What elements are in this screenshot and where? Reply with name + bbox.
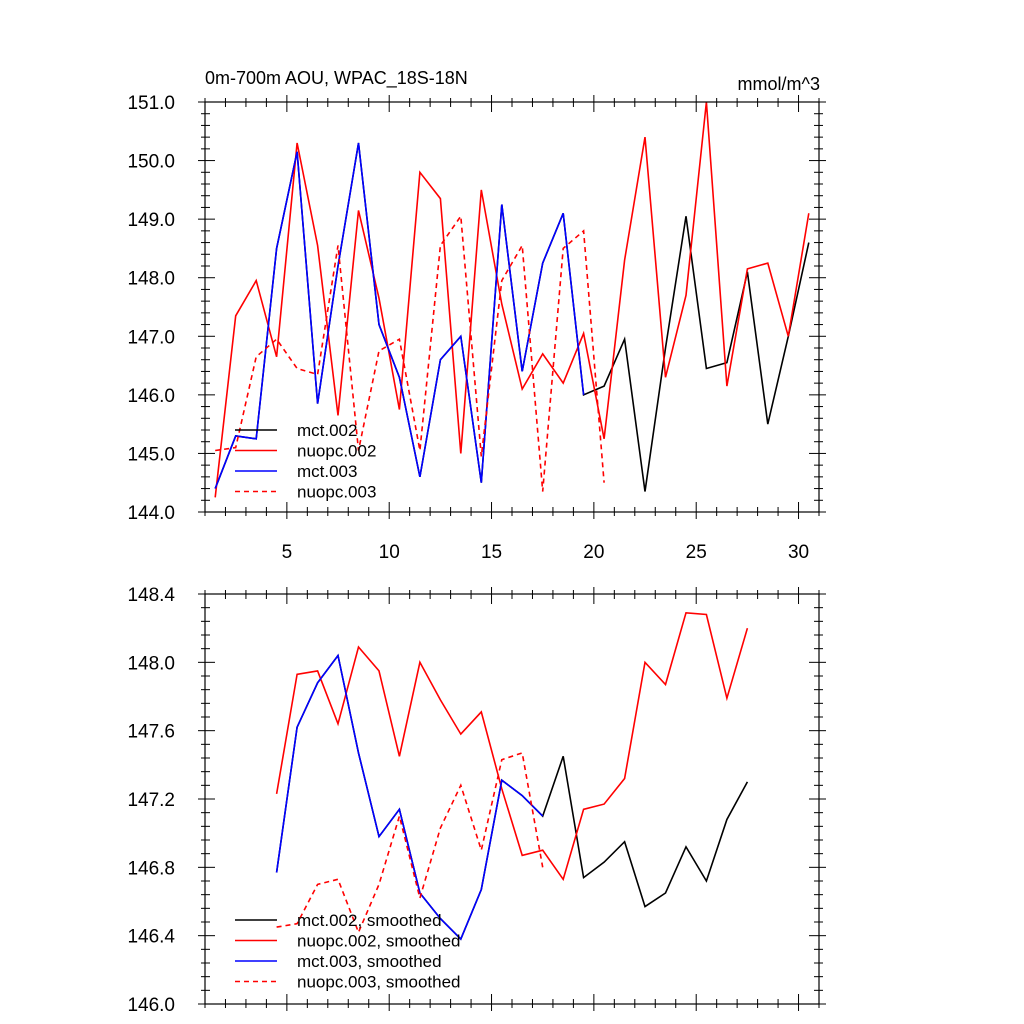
x-tick-label: 15 (481, 542, 502, 563)
y-tick-label: 146.0 (127, 995, 175, 1016)
legend-label-0: mct.002 (297, 421, 357, 440)
y-tick-label: 148.4 (127, 585, 175, 606)
bottom-panel-frame (204, 593, 820, 1005)
y-tick-label: 147.0 (127, 327, 175, 348)
top-panel-title: 0m-700m AOU, WPAC_18S-18N (205, 68, 468, 89)
legend-label-3: nuopc.003 (297, 483, 376, 502)
series-line-3 (215, 213, 605, 492)
legend-label-0: mct.002, smoothed (297, 911, 442, 930)
x-tick-label: 5 (282, 542, 293, 563)
bottom-panel: 146.0 146.4 146.8 147.2 147.6 148.0 148.4 mct.… (127, 585, 826, 1016)
legend-label-2: mct.003, smoothed (297, 952, 442, 971)
y-tick-label: 150.0 (127, 152, 175, 173)
top-panel: 0m-700m AOU, WPAC_18S-18N mmol/m^3 144.0… (127, 68, 826, 563)
x-tick-label: 20 (583, 542, 604, 563)
y-tick-label: 149.0 (127, 210, 175, 231)
series-line-2 (214, 142, 585, 489)
top-panel-units: mmol/m^3 (738, 74, 820, 94)
x-tick-label: 25 (686, 542, 707, 563)
series-line-1 (275, 611, 749, 882)
legend-label-3: nuopc.003, smoothed (297, 973, 461, 992)
y-tick-label: 147.2 (127, 790, 175, 811)
legend-label-1: nuopc.002 (297, 442, 376, 461)
series-line-2 (275, 653, 544, 941)
x-tick-label: 30 (788, 542, 809, 563)
y-tick-label: 144.0 (127, 503, 175, 524)
series-line-1 (214, 101, 810, 498)
x-tick-label: 10 (379, 542, 400, 563)
y-tick-label: 146.4 (127, 927, 175, 948)
series-line-3 (276, 751, 544, 935)
y-tick-label: 146.8 (127, 858, 175, 879)
y-tick-label: 151.0 (127, 93, 175, 114)
y-tick-label: 145.0 (127, 444, 175, 465)
y-tick-label: 146.0 (127, 386, 175, 407)
y-tick-label: 148.0 (127, 269, 175, 290)
legend-label-1: nuopc.002, smoothed (297, 932, 461, 951)
y-tick-label: 148.0 (127, 653, 175, 674)
top-panel-frame (204, 101, 820, 513)
y-tick-label: 147.6 (127, 722, 175, 743)
legend-label-2: mct.003 (297, 462, 357, 481)
